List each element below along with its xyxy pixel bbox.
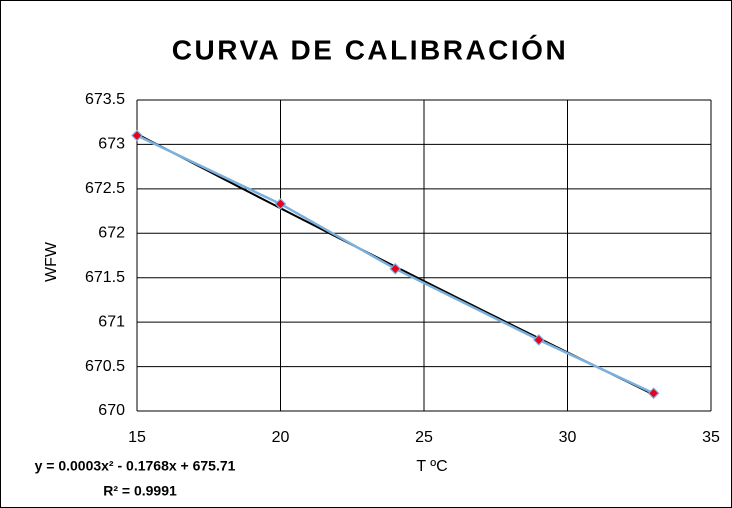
y-tick-label: 673 [98,136,125,153]
data-point [389,262,402,275]
data-point [274,198,287,210]
chart-title: CURVA DE CALIBRACIÓN [172,34,568,65]
data-point [647,387,660,400]
x-tick-label: 15 [128,429,146,446]
x-tick-label: 35 [702,429,720,446]
y-tick-label: 673.5 [85,91,125,108]
data-point [131,129,143,142]
data-point [532,334,545,346]
y-axis-label: WFW [43,241,60,282]
y-tick-label: 672.5 [85,180,125,197]
x-tick-label: 25 [415,429,433,446]
x-axis-label: T ºC [416,458,447,475]
y-tick-label: 670.5 [85,358,125,375]
y-tick-label: 671 [98,313,125,330]
r-squared: R² = 0.9991 [103,483,177,499]
trendline-equation: y = 0.0003x² - 0.1768x + 675.71 [35,458,236,474]
y-tick-label: 671.5 [85,269,125,286]
x-tick-label: 30 [559,429,577,446]
y-tick-label: 672 [98,225,125,242]
y-tick-label: 670 [98,402,125,419]
x-tick-label: 20 [272,429,290,446]
